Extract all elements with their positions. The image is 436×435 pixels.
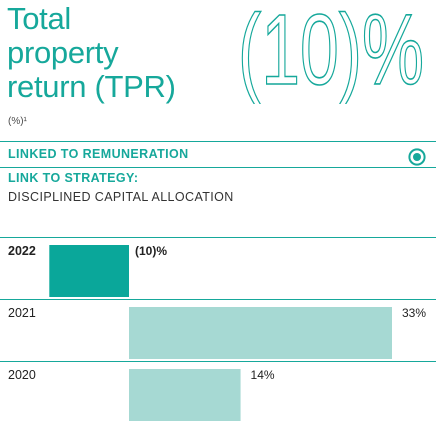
metric-title: Total property return (TPR) [7,2,237,104]
category-label: 2020 [8,368,36,382]
divider-top [0,141,436,142]
metric-title-line-3: return (TPR) [7,69,176,104]
value-label: 14% [251,368,275,382]
row-divider [0,361,436,362]
headline-kpi: (10)% [238,0,425,104]
category-label: 2021 [8,306,36,320]
strategy-label: LINK TO STRATEGY: [8,171,139,185]
category-label: 2022 [8,244,36,258]
linked-label: LINKED TO REMUNERATION [8,147,189,161]
row-divider [0,299,436,300]
headline-value: (10)% [238,0,424,104]
units-note: (%)¹ [8,116,27,127]
metric-title-line-1: Total [7,1,71,36]
value-label: (10)% [135,244,167,258]
bar [129,307,392,359]
tpr-bar-chart: 2022 (10)% 2021 33% 2020 14% [0,244,436,421]
bar [129,369,241,421]
divider-chart-top [0,237,436,238]
strategy-value: DISCIPLINED CAPITAL ALLOCATION [8,190,234,204]
value-label: 33% [402,306,426,320]
metric-title-line-2: property [7,35,119,70]
bar [49,245,129,297]
divider-middle [0,167,436,168]
target-icon [408,148,426,166]
